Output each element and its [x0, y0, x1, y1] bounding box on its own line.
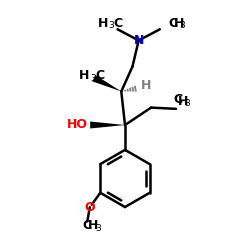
Text: 3: 3	[90, 74, 96, 83]
Text: H: H	[88, 219, 98, 232]
Text: C: C	[114, 16, 123, 30]
Text: 3: 3	[96, 224, 101, 233]
Text: O: O	[84, 201, 95, 214]
Polygon shape	[92, 75, 121, 92]
Text: HO: HO	[67, 118, 88, 132]
Text: H: H	[140, 80, 151, 92]
Text: C: C	[174, 93, 182, 106]
Text: H: H	[98, 16, 108, 30]
Text: H: H	[79, 69, 90, 82]
Text: N: N	[134, 34, 144, 47]
Text: C: C	[95, 69, 104, 82]
Text: H: H	[174, 16, 184, 30]
Text: 3: 3	[108, 21, 114, 30]
Text: C: C	[83, 219, 92, 232]
Text: C: C	[168, 16, 178, 30]
Text: 3: 3	[180, 21, 185, 30]
Text: 3: 3	[184, 99, 190, 108]
Text: H: H	[178, 95, 188, 108]
Polygon shape	[90, 122, 125, 128]
